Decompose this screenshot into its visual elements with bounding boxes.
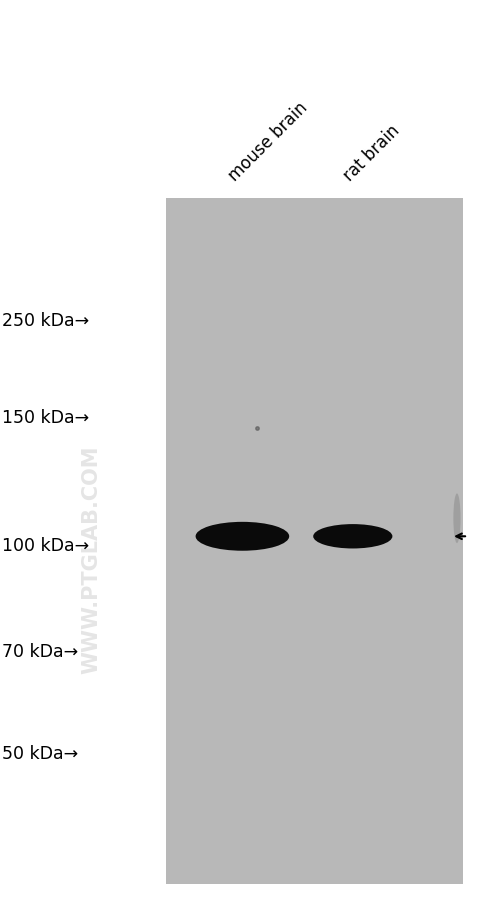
Text: rat brain: rat brain [340,122,403,185]
Text: 150 kDa→: 150 kDa→ [2,409,90,427]
Ellipse shape [453,494,461,543]
Ellipse shape [313,524,393,548]
Ellipse shape [196,522,289,551]
Text: 100 kDa→: 100 kDa→ [2,537,90,555]
Text: 50 kDa→: 50 kDa→ [2,744,79,762]
Text: WWW.PTGLAB.COM: WWW.PTGLAB.COM [81,445,101,674]
Bar [166,198,463,884]
Text: mouse brain: mouse brain [225,99,311,185]
Text: 250 kDa→: 250 kDa→ [2,311,90,329]
Text: 70 kDa→: 70 kDa→ [2,642,79,660]
